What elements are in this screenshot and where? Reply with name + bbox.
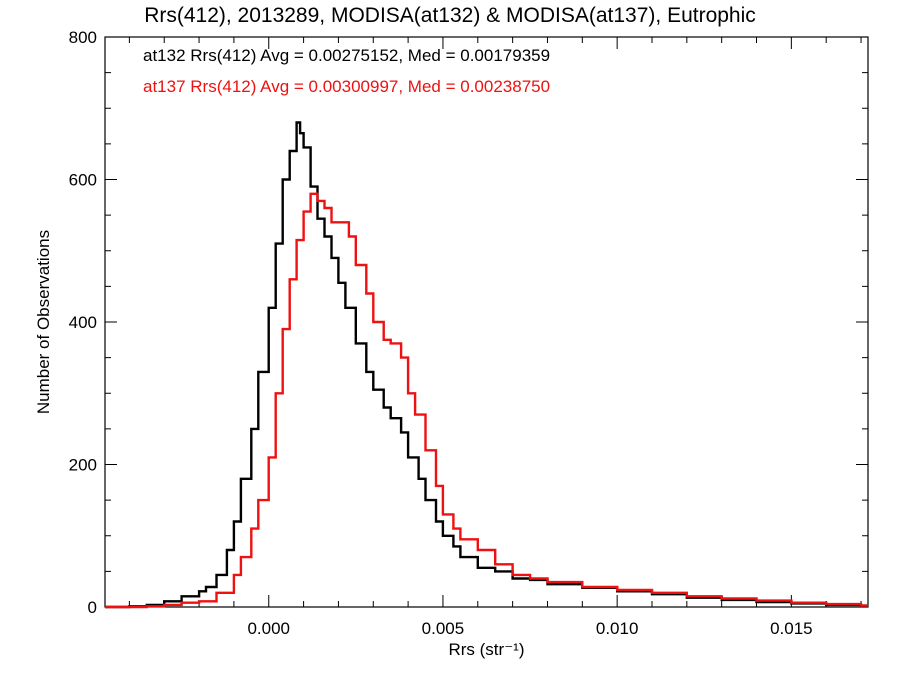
x-tick-label: 0.005 — [422, 619, 465, 638]
y-axis-label: Number of Observations — [34, 230, 53, 414]
series-line-at137 — [105, 192, 868, 609]
y-tick-label: 600 — [69, 171, 97, 190]
x-axis-label: Rrs (str⁻¹) — [448, 640, 524, 659]
x-tick-label: 0.015 — [770, 619, 813, 638]
x-tick-label: 0.010 — [596, 619, 639, 638]
y-tick-label: 200 — [69, 456, 97, 475]
plot-frame — [104, 36, 869, 608]
series-line-at132 — [105, 121, 868, 609]
y-tick-label: 0 — [88, 598, 97, 617]
y-tick-label: 400 — [69, 313, 97, 332]
y-tick-label: 800 — [69, 28, 97, 47]
x-tick-label: 0.000 — [247, 619, 290, 638]
chart-title: Rrs(412), 2013289, MODISA(at132) & MODIS… — [144, 4, 756, 27]
legend-annotation: at137 Rrs(412) Avg = 0.00300997, Med = 0… — [143, 77, 550, 96]
legend-annotation: at132 Rrs(412) Avg = 0.00275152, Med = 0… — [143, 46, 550, 65]
